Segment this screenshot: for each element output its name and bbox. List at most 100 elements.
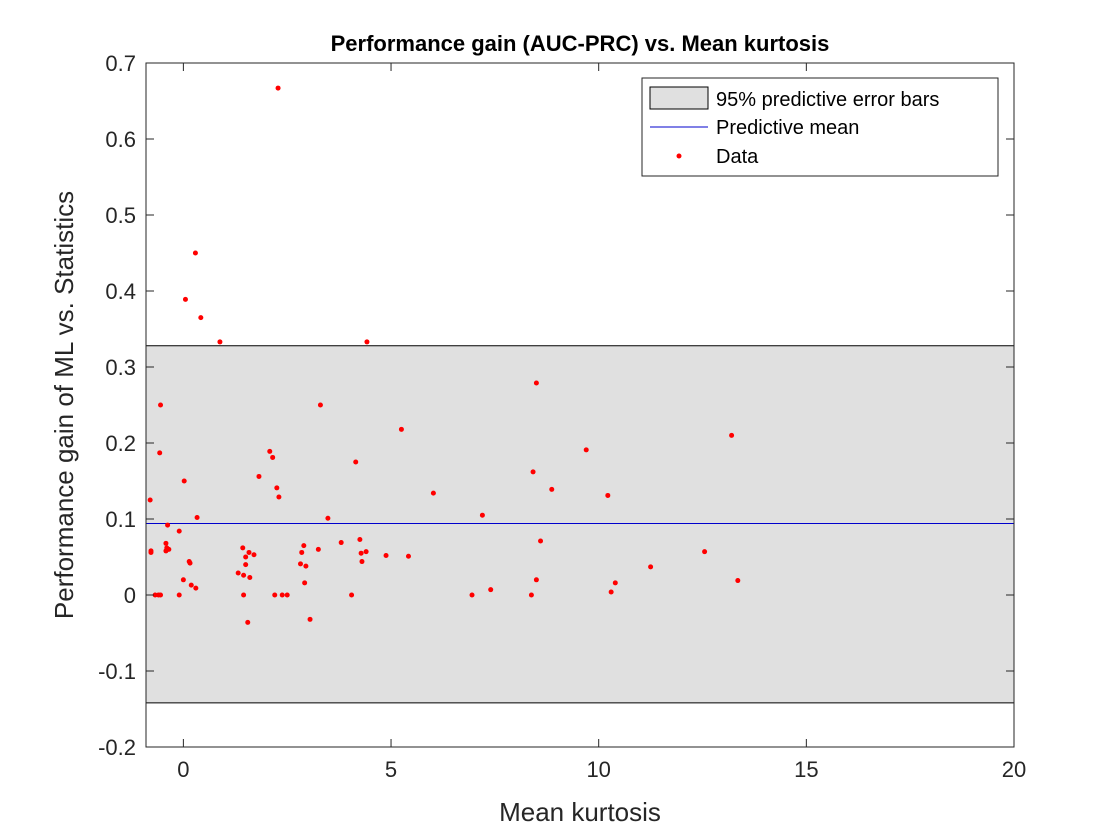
data-point-19 <box>274 485 280 491</box>
data-points <box>147 85 741 625</box>
data-point-30 <box>538 538 544 544</box>
legend-label-mean: Predictive mean <box>716 117 859 139</box>
data-point-15 <box>353 459 359 465</box>
data-point-26 <box>194 514 200 520</box>
data-point-79 <box>469 592 475 598</box>
legend-data-swatch <box>676 153 682 159</box>
data-point-37 <box>315 546 321 552</box>
data-point-82 <box>245 619 251 625</box>
chart-title: Performance gain (AUC-PRC) vs. Mean kurt… <box>331 31 830 56</box>
data-point-52 <box>359 559 365 565</box>
data-point-76 <box>279 592 285 598</box>
data-point-64 <box>612 580 618 586</box>
y-tick-label-0: -0.2 <box>98 735 136 760</box>
data-point-60 <box>247 575 253 581</box>
data-point-69 <box>608 589 614 595</box>
data-point-36 <box>240 545 246 551</box>
y-tick-label-7: 0.5 <box>105 203 136 228</box>
data-point-72 <box>158 592 164 598</box>
data-point-7 <box>158 402 164 408</box>
data-point-14 <box>270 454 276 460</box>
data-point-73 <box>176 592 182 598</box>
data-point-25 <box>479 512 485 518</box>
data-point-20 <box>549 486 555 492</box>
data-point-55 <box>243 562 249 568</box>
data-point-23 <box>276 494 282 500</box>
data-point-5 <box>364 339 370 345</box>
y-tick-label-9: 0.7 <box>105 51 136 76</box>
error-band <box>146 345 1014 703</box>
data-point-59 <box>241 572 247 578</box>
data-point-34 <box>301 543 307 549</box>
data-point-9 <box>398 426 404 432</box>
data-point-75 <box>272 592 278 598</box>
y-tick-label-3: 0.1 <box>105 507 136 532</box>
legend: 95% predictive error bars Predictive mea… <box>641 77 999 177</box>
data-point-27 <box>325 515 331 521</box>
data-point-46 <box>358 550 364 556</box>
y-ticks: -0.2 -0.1 0 0.1 0.2 0.3 0.4 0.5 0.6 0.7 <box>98 51 1014 760</box>
data-point-4 <box>217 339 223 345</box>
data-point-42 <box>702 549 708 555</box>
data-point-49 <box>405 553 411 559</box>
x-axis-label: Mean kurtosis <box>499 797 661 827</box>
data-point-33 <box>163 540 169 546</box>
data-point-48 <box>383 552 389 558</box>
data-point-31 <box>357 537 363 543</box>
y-axis-label: Performance gain of ML vs. Statistics <box>49 191 79 619</box>
data-point-8 <box>317 402 323 408</box>
data-point-39 <box>163 548 169 554</box>
data-point-32 <box>338 540 344 546</box>
data-point-58 <box>235 570 241 576</box>
data-point-16 <box>530 469 536 475</box>
data-point-22 <box>605 492 611 498</box>
data-point-29 <box>176 528 182 534</box>
x-tick-label-0: 0 <box>177 757 189 782</box>
data-point-56 <box>303 563 309 569</box>
data-point-61 <box>180 577 186 583</box>
x-tick-label-2: 10 <box>586 757 610 782</box>
data-point-68 <box>488 587 494 593</box>
data-point-24 <box>147 497 153 503</box>
legend-label-data: Data <box>716 146 759 168</box>
x-ticks: 0 5 10 15 20 <box>177 63 1026 782</box>
data-point-57 <box>648 564 654 570</box>
data-point-62 <box>533 577 539 583</box>
data-point-44 <box>246 549 252 555</box>
data-point-66 <box>188 582 194 588</box>
data-point-3 <box>198 315 204 321</box>
data-point-17 <box>256 473 262 479</box>
x-tick-label-3: 15 <box>794 757 818 782</box>
data-point-1 <box>192 250 198 256</box>
x-tick-label-1: 5 <box>385 757 397 782</box>
data-point-63 <box>735 578 741 584</box>
y-tick-label-4: 0.2 <box>105 431 136 456</box>
data-point-21 <box>430 490 436 496</box>
data-point-28 <box>165 522 171 528</box>
data-point-12 <box>267 448 273 454</box>
data-point-43 <box>363 549 369 555</box>
data-point-81 <box>307 616 313 622</box>
data-point-6 <box>533 380 539 386</box>
y-tick-label-8: 0.6 <box>105 127 136 152</box>
data-point-10 <box>729 432 735 438</box>
data-point-41 <box>148 549 154 555</box>
data-point-65 <box>302 580 308 586</box>
data-point-11 <box>583 447 589 453</box>
data-point-77 <box>284 592 290 598</box>
data-point-54 <box>297 561 303 567</box>
y-tick-label-1: -0.1 <box>98 659 136 684</box>
plot-frame <box>145 62 1015 748</box>
data-point-67 <box>193 585 199 591</box>
data-point-74 <box>241 592 247 598</box>
data-point-78 <box>349 592 355 598</box>
legend-band-swatch <box>649 86 709 110</box>
y-tick-label-2: 0 <box>124 583 136 608</box>
data-point-18 <box>181 478 187 484</box>
data-point-2 <box>182 296 188 302</box>
data-point-80 <box>528 592 534 598</box>
y-tick-label-5: 0.3 <box>105 355 136 380</box>
x-tick-label-4: 20 <box>1002 757 1026 782</box>
data-point-45 <box>299 549 305 555</box>
